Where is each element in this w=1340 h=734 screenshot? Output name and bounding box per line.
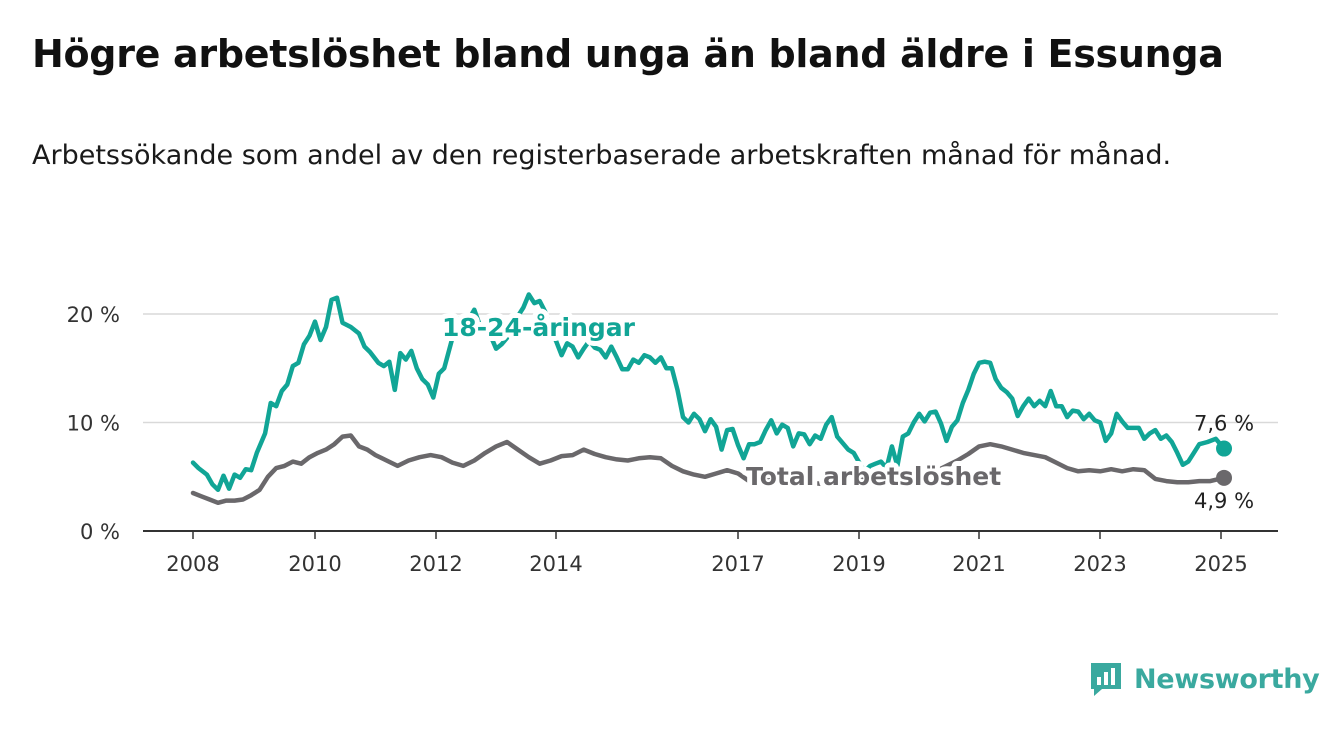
series-line-18-24 [190,292,1227,493]
brand-logo: Newsworthy [1088,660,1320,698]
series-name-18-24-halo: 18-24-åringar [442,313,636,342]
end-point-total [1216,469,1233,486]
series-name-total: Total arbetslöshet [746,462,1001,491]
chart-subtitle: Arbetssökande som andel av den registerb… [32,140,1172,171]
x-tick-label: 2010 [288,552,341,576]
y-tick-label: 0 % [80,520,120,544]
chart-title: Högre arbetslöshet bland unga än bland ä… [32,32,1224,76]
newsworthy-bar-chart-icon [1091,663,1121,696]
x-tick-label: 2023 [1073,552,1126,576]
end-point-18-24 [1216,440,1233,457]
x-tick-label: 2012 [409,552,462,576]
y-tick-label: 20 % [67,303,120,327]
series-labels: 4,9 %7,6 %18-24-åringar18-24-åringarTota… [437,308,1254,513]
series-name-18-24: 18-24-åringar [442,313,636,342]
x-tick-label: 2021 [952,552,1005,576]
x-tick-label: 2008 [166,552,219,576]
axes: 0 % 10 % 20 % 2008 2010 2012 2014 2017 2019 2021 2… [67,303,1278,576]
y-tick-label: 10 % [67,412,120,436]
x-tick-label: 2019 [832,552,885,576]
series-name-total-halo: Total arbetslöshet [746,462,1001,491]
x-tick-label: 2014 [529,552,582,576]
end-value-label-18-24: 7,6 % [1194,412,1254,436]
series-line-total [190,433,1227,506]
series-lines [190,292,1233,506]
x-tick-label: 2025 [1194,552,1247,576]
end-value-label-total: 4,9 % [1194,489,1254,513]
x-tick-label: 2017 [711,552,764,576]
brand-name: Newsworthy [1134,663,1320,695]
